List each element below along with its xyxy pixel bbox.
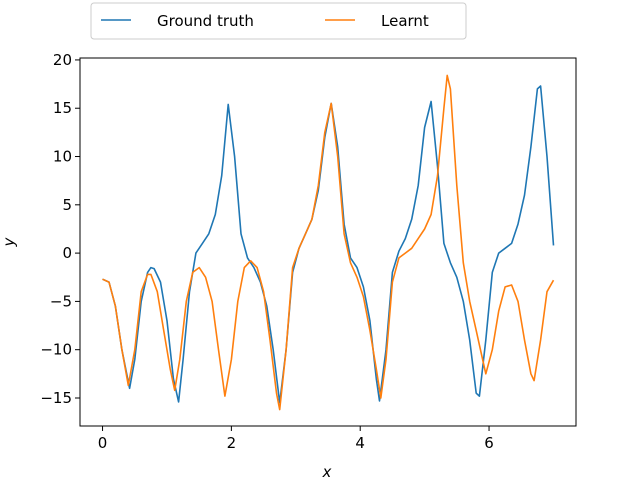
x-tick-label: 0 — [98, 434, 108, 452]
y-tick-label: 20 — [53, 51, 72, 69]
x-tick-label: 2 — [227, 434, 237, 452]
plot-frame — [79, 57, 577, 427]
x-axis-label: x — [322, 463, 332, 480]
y-tick-label: −5 — [50, 292, 72, 310]
y-tick-label: 5 — [62, 196, 72, 214]
y-tick-label: 10 — [53, 148, 72, 166]
legend-label: Ground truth — [157, 12, 254, 30]
legend-box — [90, 2, 467, 40]
y-tick-label: −15 — [40, 389, 72, 407]
y-tick-label: −10 — [40, 341, 72, 359]
y-tick-label: 0 — [62, 244, 72, 262]
x-tick-label: 6 — [484, 434, 494, 452]
x-tick-label: 4 — [355, 434, 365, 452]
legend-label: Learnt — [381, 12, 429, 30]
y-tick-label: 15 — [53, 99, 72, 117]
y-axis-label: y — [0, 236, 18, 247]
line — [102, 85, 555, 404]
line — [102, 74, 555, 411]
